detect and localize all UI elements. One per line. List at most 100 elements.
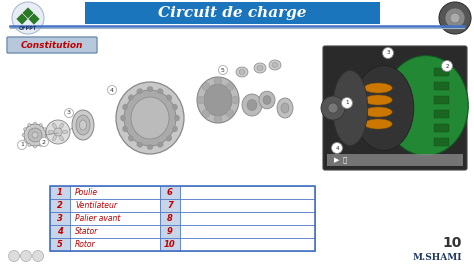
Circle shape [34,122,36,125]
Ellipse shape [226,83,234,90]
Bar [160,238,180,251]
Ellipse shape [202,110,210,117]
Ellipse shape [254,63,266,73]
Circle shape [321,96,345,120]
Text: 1: 1 [20,143,24,148]
Circle shape [54,128,62,136]
Text: Ventilateur: Ventilateur [75,201,117,210]
Ellipse shape [236,67,248,77]
Circle shape [12,2,44,34]
Circle shape [328,103,338,113]
Circle shape [44,139,46,142]
Text: Circuit de charge: Circuit de charge [158,6,306,20]
Circle shape [28,128,42,142]
Text: Poulie: Poulie [75,188,98,197]
Ellipse shape [202,83,210,90]
Text: ⏸: ⏸ [343,157,347,163]
Text: 4: 4 [110,88,114,93]
Bar [180,186,315,199]
Text: 3: 3 [386,51,390,56]
Ellipse shape [214,77,222,85]
Ellipse shape [53,135,56,141]
Ellipse shape [72,110,94,140]
Ellipse shape [174,115,180,121]
Bar [160,186,180,199]
Ellipse shape [76,115,90,135]
Ellipse shape [231,96,238,104]
Ellipse shape [60,135,64,141]
Bar [327,154,463,166]
Bar [180,212,315,225]
Text: 7: 7 [167,201,173,210]
Ellipse shape [166,95,172,100]
Circle shape [9,251,19,261]
Ellipse shape [128,136,134,141]
Ellipse shape [197,77,239,123]
Text: 10: 10 [443,236,462,250]
Bar [50,186,315,251]
Bar [50,199,70,212]
Text: 2: 2 [445,64,449,69]
Ellipse shape [137,89,143,94]
Circle shape [28,143,31,147]
Circle shape [39,138,48,147]
Circle shape [33,251,44,261]
Circle shape [32,132,38,138]
Bar [180,199,315,212]
Circle shape [24,124,46,146]
FancyBboxPatch shape [323,46,467,170]
Bar [70,199,160,212]
Bar [50,225,70,238]
Ellipse shape [354,65,414,151]
Bar [70,238,160,251]
Circle shape [34,145,36,148]
Circle shape [28,123,31,127]
Ellipse shape [173,126,178,132]
Bar [434,96,449,104]
Circle shape [219,65,228,74]
Circle shape [331,143,343,153]
Ellipse shape [48,131,54,134]
Ellipse shape [198,96,204,104]
Bar [50,212,70,225]
Text: M.SHAMI: M.SHAMI [412,253,462,263]
Bar [434,138,449,146]
Ellipse shape [269,60,281,70]
Text: Constitution: Constitution [21,41,83,51]
Ellipse shape [147,144,153,149]
Bar [85,2,380,24]
Text: 3: 3 [57,214,63,223]
Bar [70,212,160,225]
Ellipse shape [137,142,143,147]
Ellipse shape [364,119,392,129]
Ellipse shape [53,123,56,129]
Ellipse shape [128,95,134,100]
Circle shape [44,128,46,131]
Bar [434,68,449,76]
Text: Stator: Stator [75,227,98,236]
Bar [434,110,449,118]
Bar [50,186,70,199]
Ellipse shape [383,56,468,156]
Ellipse shape [131,97,169,139]
Ellipse shape [120,115,126,121]
Ellipse shape [281,103,289,113]
Ellipse shape [277,98,293,118]
Circle shape [64,109,73,118]
Circle shape [24,128,27,131]
Text: Rotor: Rotor [75,240,96,249]
Text: ▶: ▶ [334,157,340,163]
FancyBboxPatch shape [7,37,97,53]
Ellipse shape [122,126,128,132]
Circle shape [439,2,471,34]
Ellipse shape [214,115,222,123]
Bar [160,199,180,212]
Bar [180,225,315,238]
Circle shape [383,48,393,59]
Bar [160,225,180,238]
Polygon shape [28,13,40,25]
Ellipse shape [247,99,257,110]
Ellipse shape [333,70,368,146]
Text: OFPPT: OFPPT [19,26,37,31]
Ellipse shape [80,120,86,130]
